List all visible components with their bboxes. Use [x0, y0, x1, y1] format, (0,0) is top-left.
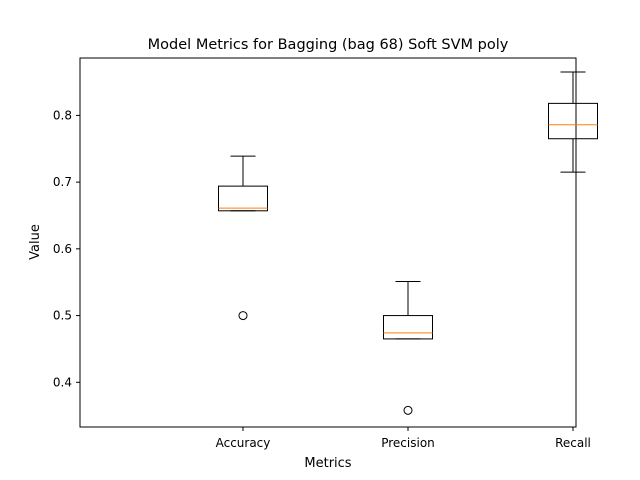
- box-recall: [548, 71, 598, 173]
- chart-title: Model Metrics for Bagging (bag 68) Soft …: [148, 37, 509, 53]
- axes: 0.4 0.5 0.6 0.7 0.8 Accuracy Precision Recall: [53, 57, 591, 450]
- box-accuracy: [218, 155, 268, 321]
- y-tick-label: 0.4: [53, 375, 72, 389]
- y-tick-label: 0.7: [53, 175, 72, 189]
- y-tick-label: 0.6: [53, 242, 72, 256]
- x-tick-label: Precision: [381, 436, 435, 450]
- outlier-point: [238, 311, 248, 321]
- x-tick-label: Recall: [555, 436, 591, 450]
- y-tick-label: 0.8: [53, 108, 72, 122]
- x-axis-label: Metrics: [304, 456, 351, 471]
- x-tick-label: Accuracy: [216, 436, 271, 450]
- iqr-box: [218, 185, 268, 212]
- y-axis-label: Value: [28, 224, 43, 260]
- outlier-point: [403, 405, 413, 415]
- y-tick-label: 0.5: [53, 309, 72, 323]
- plot-frame: [79, 57, 577, 428]
- box-precision: [383, 281, 433, 415]
- iqr-box: [383, 315, 433, 340]
- box-marks: [218, 71, 598, 415]
- iqr-box: [548, 102, 598, 140]
